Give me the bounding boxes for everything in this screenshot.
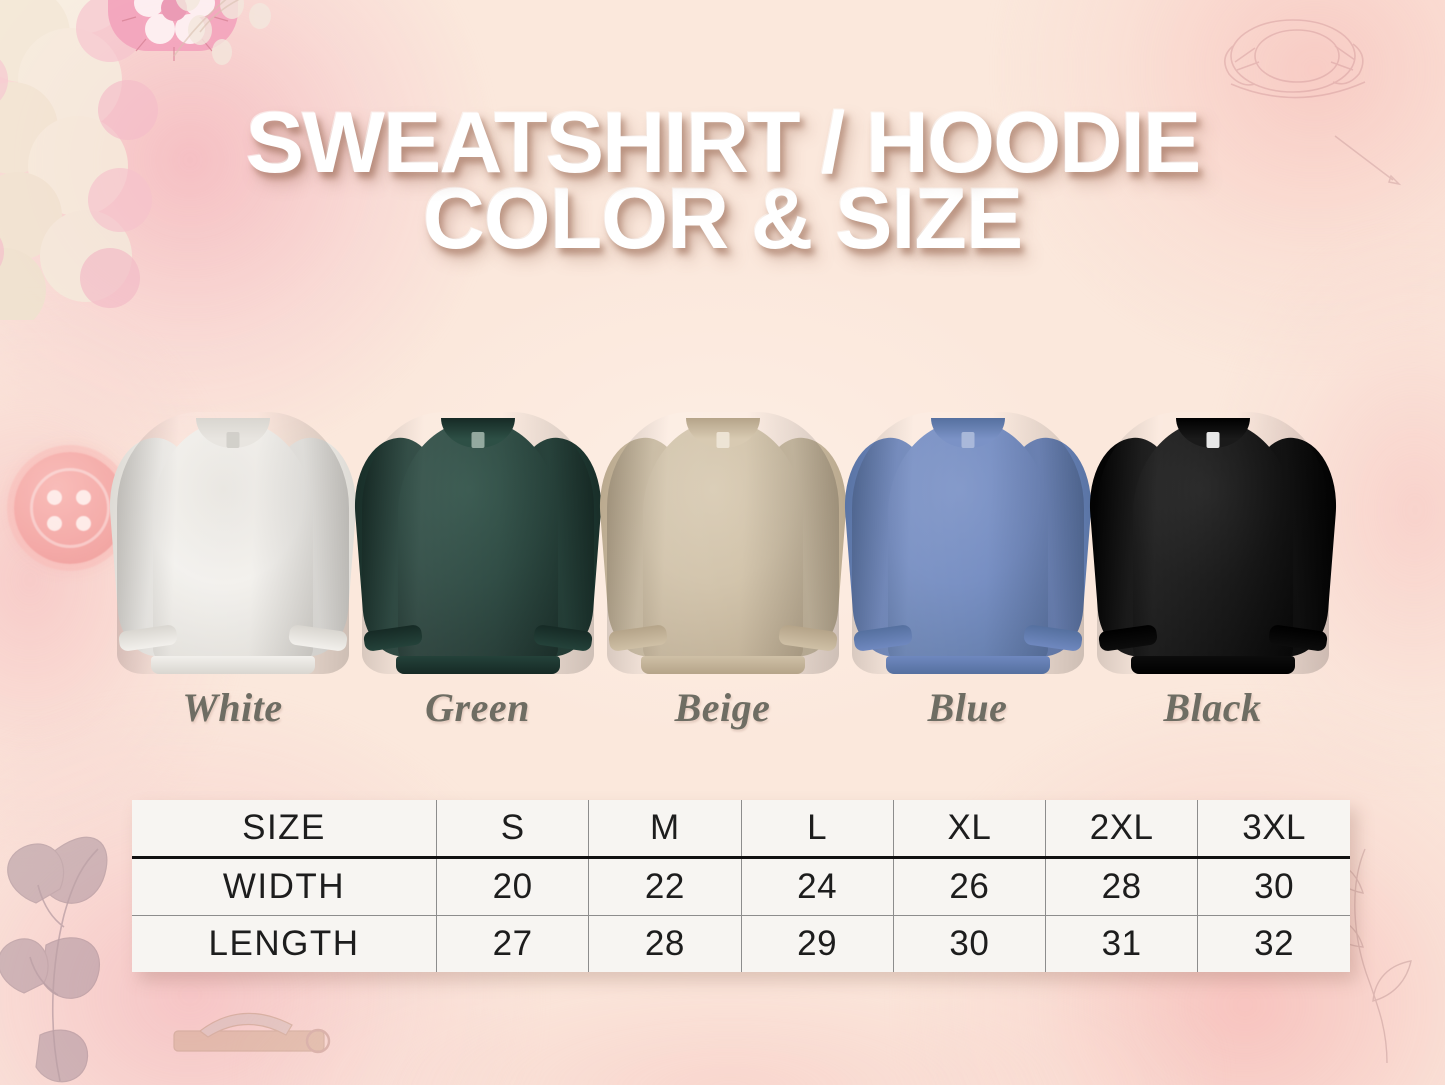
neck-label-tag xyxy=(716,432,729,448)
length-2xl: 31 xyxy=(1045,915,1199,972)
color-label-beige: Beige xyxy=(674,685,771,730)
color-swatch-white[interactable]: White xyxy=(104,412,361,752)
table-header-s: S xyxy=(436,800,590,860)
shirt-hem xyxy=(640,656,805,674)
table-header-l: L xyxy=(741,800,894,860)
shirt-hem xyxy=(150,656,315,674)
width-l: 24 xyxy=(741,857,894,917)
row-label-length: LENGTH xyxy=(132,915,437,972)
length-3xl: 32 xyxy=(1254,924,1295,964)
table-row-width: WIDTH 20 22 24 26 28 30 xyxy=(132,857,1350,917)
width-xl: 26 xyxy=(893,857,1047,917)
length-l: 29 xyxy=(741,915,894,972)
neck-label-tag xyxy=(961,432,974,448)
color-label-blue: Blue xyxy=(927,685,1008,730)
size-chart-table: SIZE S M L XL 2XL 3XL WIDTH 20 22 24 26 … xyxy=(132,800,1350,972)
shirt-body xyxy=(887,420,1048,668)
shirt-body xyxy=(152,420,313,668)
shirt-hem xyxy=(395,656,560,674)
row-label-width: WIDTH xyxy=(132,857,437,917)
color-swatch-black[interactable]: Black xyxy=(1084,412,1341,752)
table-header-size: SIZE xyxy=(132,800,437,860)
table-header-2xl: 2XL xyxy=(1045,800,1199,860)
shirt-hem xyxy=(1130,656,1295,674)
sweatshirt-beige-icon xyxy=(594,412,851,674)
length-s: 27 xyxy=(436,915,590,972)
length-m: 28 xyxy=(588,915,742,972)
color-label-green: Green xyxy=(425,685,530,730)
shirt-body xyxy=(642,420,803,668)
neck-label-tag xyxy=(226,432,239,448)
length-xl: 30 xyxy=(893,915,1047,972)
size-table: SIZE S M L XL 2XL 3XL WIDTH 20 22 24 26 … xyxy=(132,800,1350,972)
neck-label-tag xyxy=(471,432,484,448)
color-swatch-blue[interactable]: Blue xyxy=(839,412,1096,752)
title-line-1: SWEATSHIRT / HOODIE xyxy=(245,95,1202,191)
table-header-row: SIZE S M L XL 2XL 3XL xyxy=(132,800,1350,860)
neck-label-tag xyxy=(1206,432,1219,448)
sweatshirt-blue-icon xyxy=(839,412,1096,674)
title-line-2: COLOR & SIZE xyxy=(422,170,1024,267)
table-header-m: M xyxy=(588,800,742,860)
shirt-body xyxy=(397,420,558,668)
width-3xl: 30 xyxy=(1197,857,1350,917)
color-swatch-green[interactable]: Green xyxy=(349,412,606,752)
color-label-white: White xyxy=(182,685,283,730)
width-m: 22 xyxy=(588,857,742,917)
width-s: 20 xyxy=(436,857,590,917)
shirt-body xyxy=(1132,420,1293,668)
color-swatch-row: White Green Beige Blue Black xyxy=(0,412,1445,752)
sweatshirt-green-icon xyxy=(349,412,606,674)
table-row-length: LENGTH 27 28 29 30 31 32 xyxy=(132,915,1350,972)
color-label-black: Black xyxy=(1163,685,1262,730)
table-header-3xl: 3XL xyxy=(1197,800,1350,860)
color-swatch-beige[interactable]: Beige xyxy=(594,412,851,752)
ruler-sketch-bottom-icon xyxy=(173,1012,331,1054)
table-header-xl: XL xyxy=(893,800,1047,860)
page-title: SWEATSHIRT / HOODIE COLOR & SIZE xyxy=(0,95,1445,267)
shirt-hem xyxy=(885,656,1050,674)
width-2xl: 28 xyxy=(1045,857,1199,917)
sweatshirt-black-icon xyxy=(1084,412,1341,674)
sweatshirt-white-icon xyxy=(104,412,361,674)
